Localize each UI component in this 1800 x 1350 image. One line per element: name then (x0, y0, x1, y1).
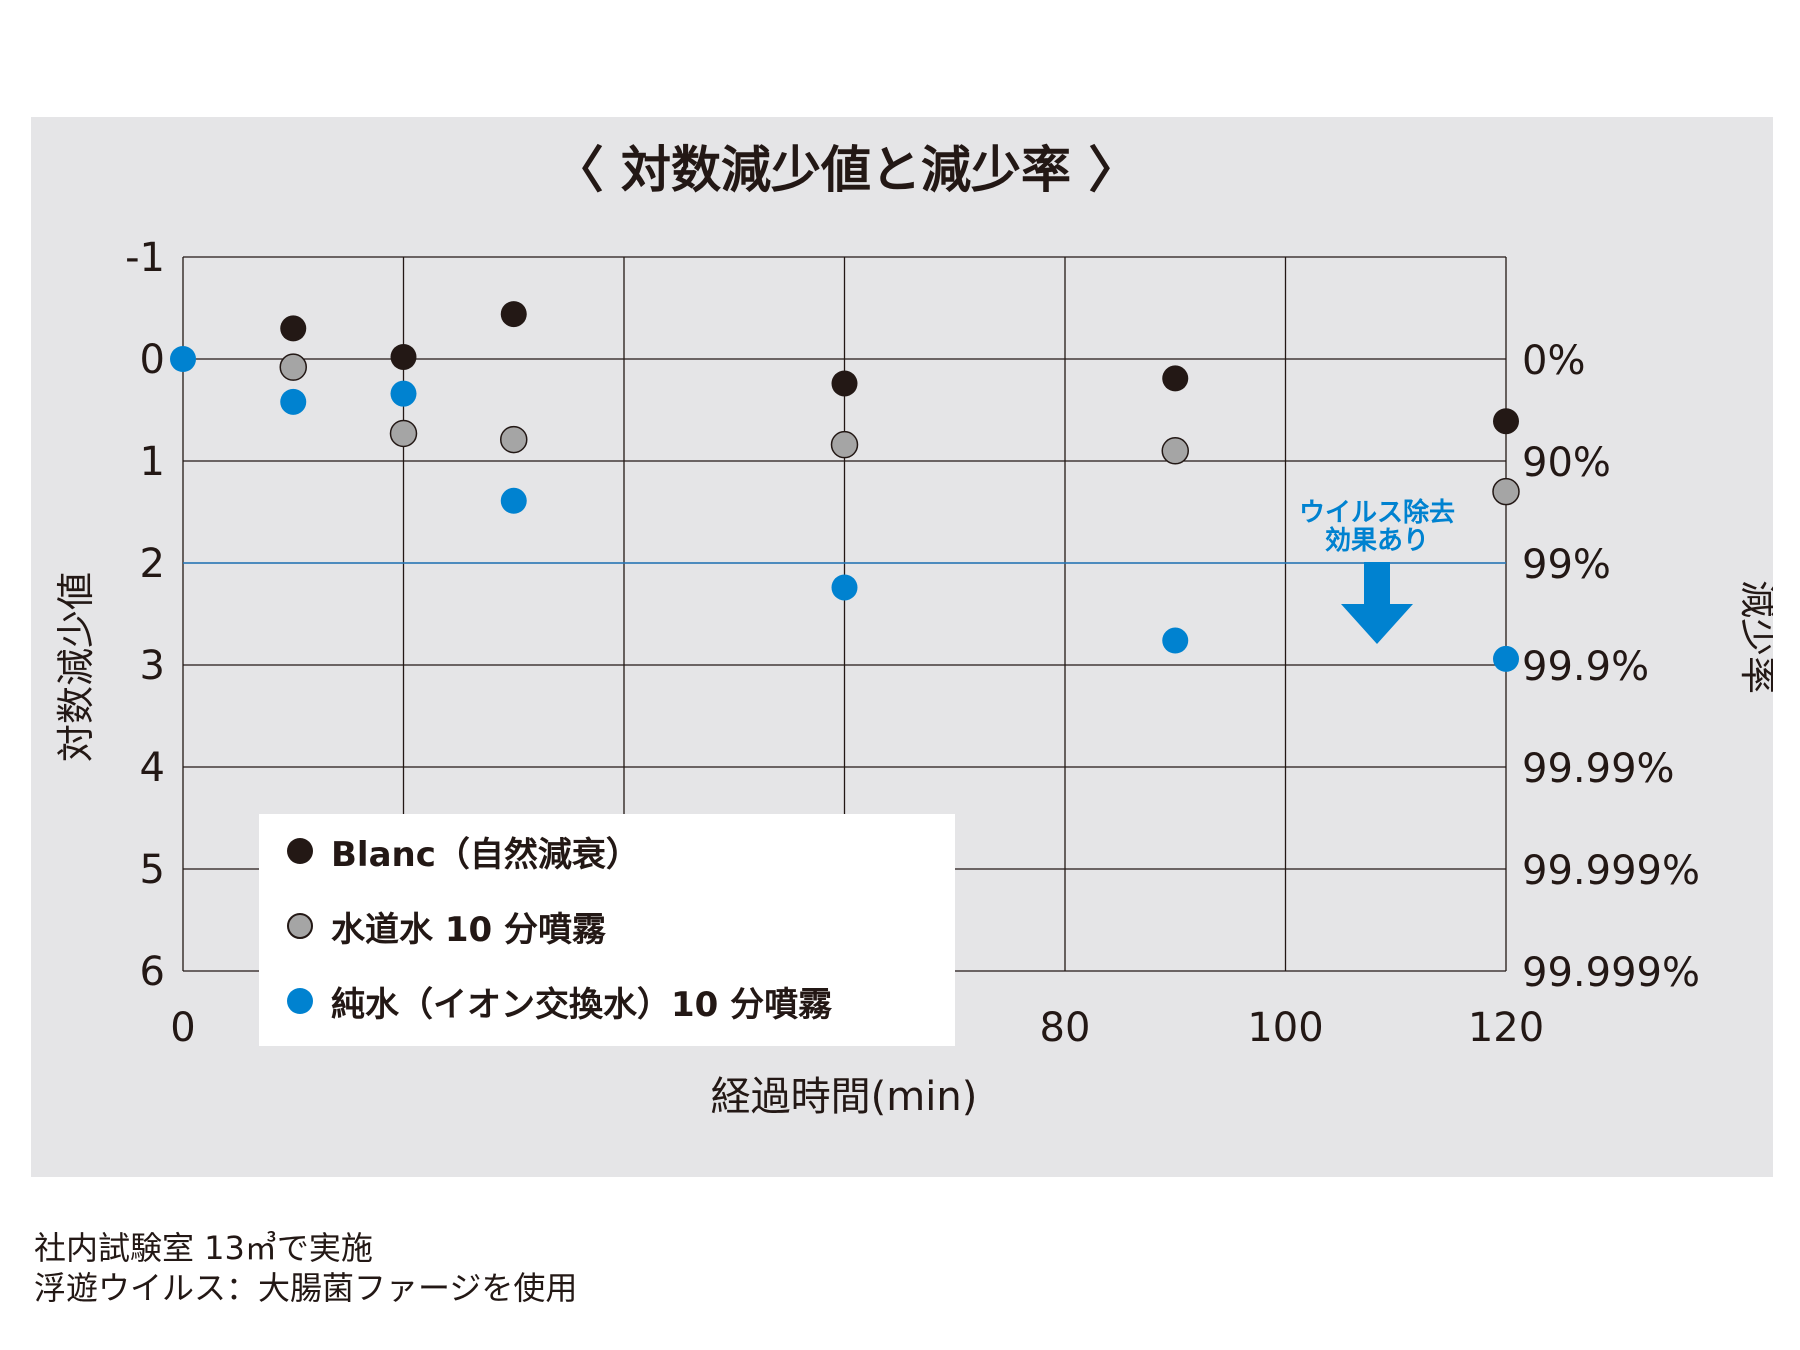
x-tick-label: 100 (1247, 1005, 1323, 1051)
points-layer (170, 301, 1520, 672)
y2-tick-label: 90% (1522, 440, 1611, 486)
down-arrow-icon (1341, 562, 1413, 644)
y2-tick-label: 99.9% (1522, 644, 1649, 690)
y2-tick-label: 99.99% (1522, 746, 1675, 792)
data-point-blanc (1162, 365, 1189, 392)
annotation-line-2: 効果あり (1325, 525, 1429, 556)
data-point-pure-water (170, 346, 196, 372)
legend-marker-blanc (287, 838, 313, 864)
data-point-blanc (280, 315, 307, 342)
data-point-blanc (500, 301, 527, 328)
y-tick-label: -1 (125, 235, 165, 281)
y-tick-label: 5 (140, 847, 165, 893)
footnote-virus: 浮遊ウイルス：大腸菌ファージを使用 (34, 1269, 578, 1307)
x-tick-label: 0 (170, 1005, 195, 1051)
y2-tick-label: 99.999% (1522, 950, 1700, 996)
data-point-pure-water (1493, 645, 1519, 672)
data-point-pure-water (1162, 627, 1189, 654)
data-point-pure-water (390, 380, 417, 407)
legend-item-tap-water: 水道水 10 分噴霧 (287, 906, 606, 950)
y-tick-label: 1 (140, 439, 165, 485)
y-tick-label: 3 (140, 643, 165, 689)
x-tick-label: 120 (1468, 1005, 1544, 1051)
footnotes: 社内試験室 13㎥で実施 浮遊ウイルス：大腸菌ファージを使用 (34, 1228, 577, 1308)
legend-label-blanc: Blanc（自然減衰） (331, 834, 640, 875)
data-point-pure-water (280, 388, 307, 415)
x-axis-label: 経過時間(min) (711, 1074, 978, 1120)
x-tick-label: 80 (1040, 1005, 1091, 1051)
y-tick-label: 2 (140, 541, 165, 587)
y2-tick-label: 99.999% (1522, 848, 1700, 894)
legend-item-pure-water: 純水（イオン交換水）10 分噴霧 (287, 981, 832, 1025)
data-point-tap-water (389, 419, 418, 448)
chart-panel: 〈 対数減少値と減少率 〉 020406080100120-101234560%… (31, 117, 1773, 1177)
legend-marker-tap-water (287, 913, 313, 939)
y-tick-label: 6 (140, 949, 165, 995)
legend-label-pure-water: 純水（イオン交換水）10 分噴霧 (331, 984, 833, 1025)
data-point-tap-water (1161, 437, 1189, 465)
y-axis-label: 対数減少値 (54, 572, 98, 762)
chart-title: 〈 対数減少値と減少率 〉 (554, 141, 1139, 199)
legend-marker-pure-water (287, 988, 313, 1014)
data-point-blanc (1493, 408, 1519, 435)
footnote-room: 社内試験室 13㎥で実施 (34, 1229, 373, 1267)
data-point-blanc (831, 370, 858, 397)
legend-item-blanc: Blanc（自然減衰） (287, 831, 640, 875)
y2-axis-label: 減少率 (1736, 580, 1773, 694)
data-point-tap-water (830, 430, 859, 459)
y2-tick-label: 0% (1522, 338, 1585, 384)
annotation-line-1: ウイルス除去 (1299, 497, 1455, 528)
annotation: ウイルス除去 効果あり (1299, 497, 1455, 644)
data-point-tap-water (500, 425, 528, 454)
data-point-pure-water (831, 574, 858, 601)
data-point-tap-water (279, 353, 307, 381)
y-tick-label: 0 (140, 337, 165, 383)
y2-tick-label: 99% (1522, 542, 1611, 588)
data-point-pure-water (500, 487, 527, 514)
legend: Blanc（自然減衰） 水道水 10 分噴霧 純水（イオン交換水）10 分噴霧 (259, 814, 955, 1046)
legend-label-tap-water: 水道水 10 分噴霧 (331, 909, 606, 950)
y-tick-label: 4 (140, 745, 165, 791)
data-point-blanc (390, 343, 417, 370)
data-point-tap-water (1492, 477, 1520, 506)
